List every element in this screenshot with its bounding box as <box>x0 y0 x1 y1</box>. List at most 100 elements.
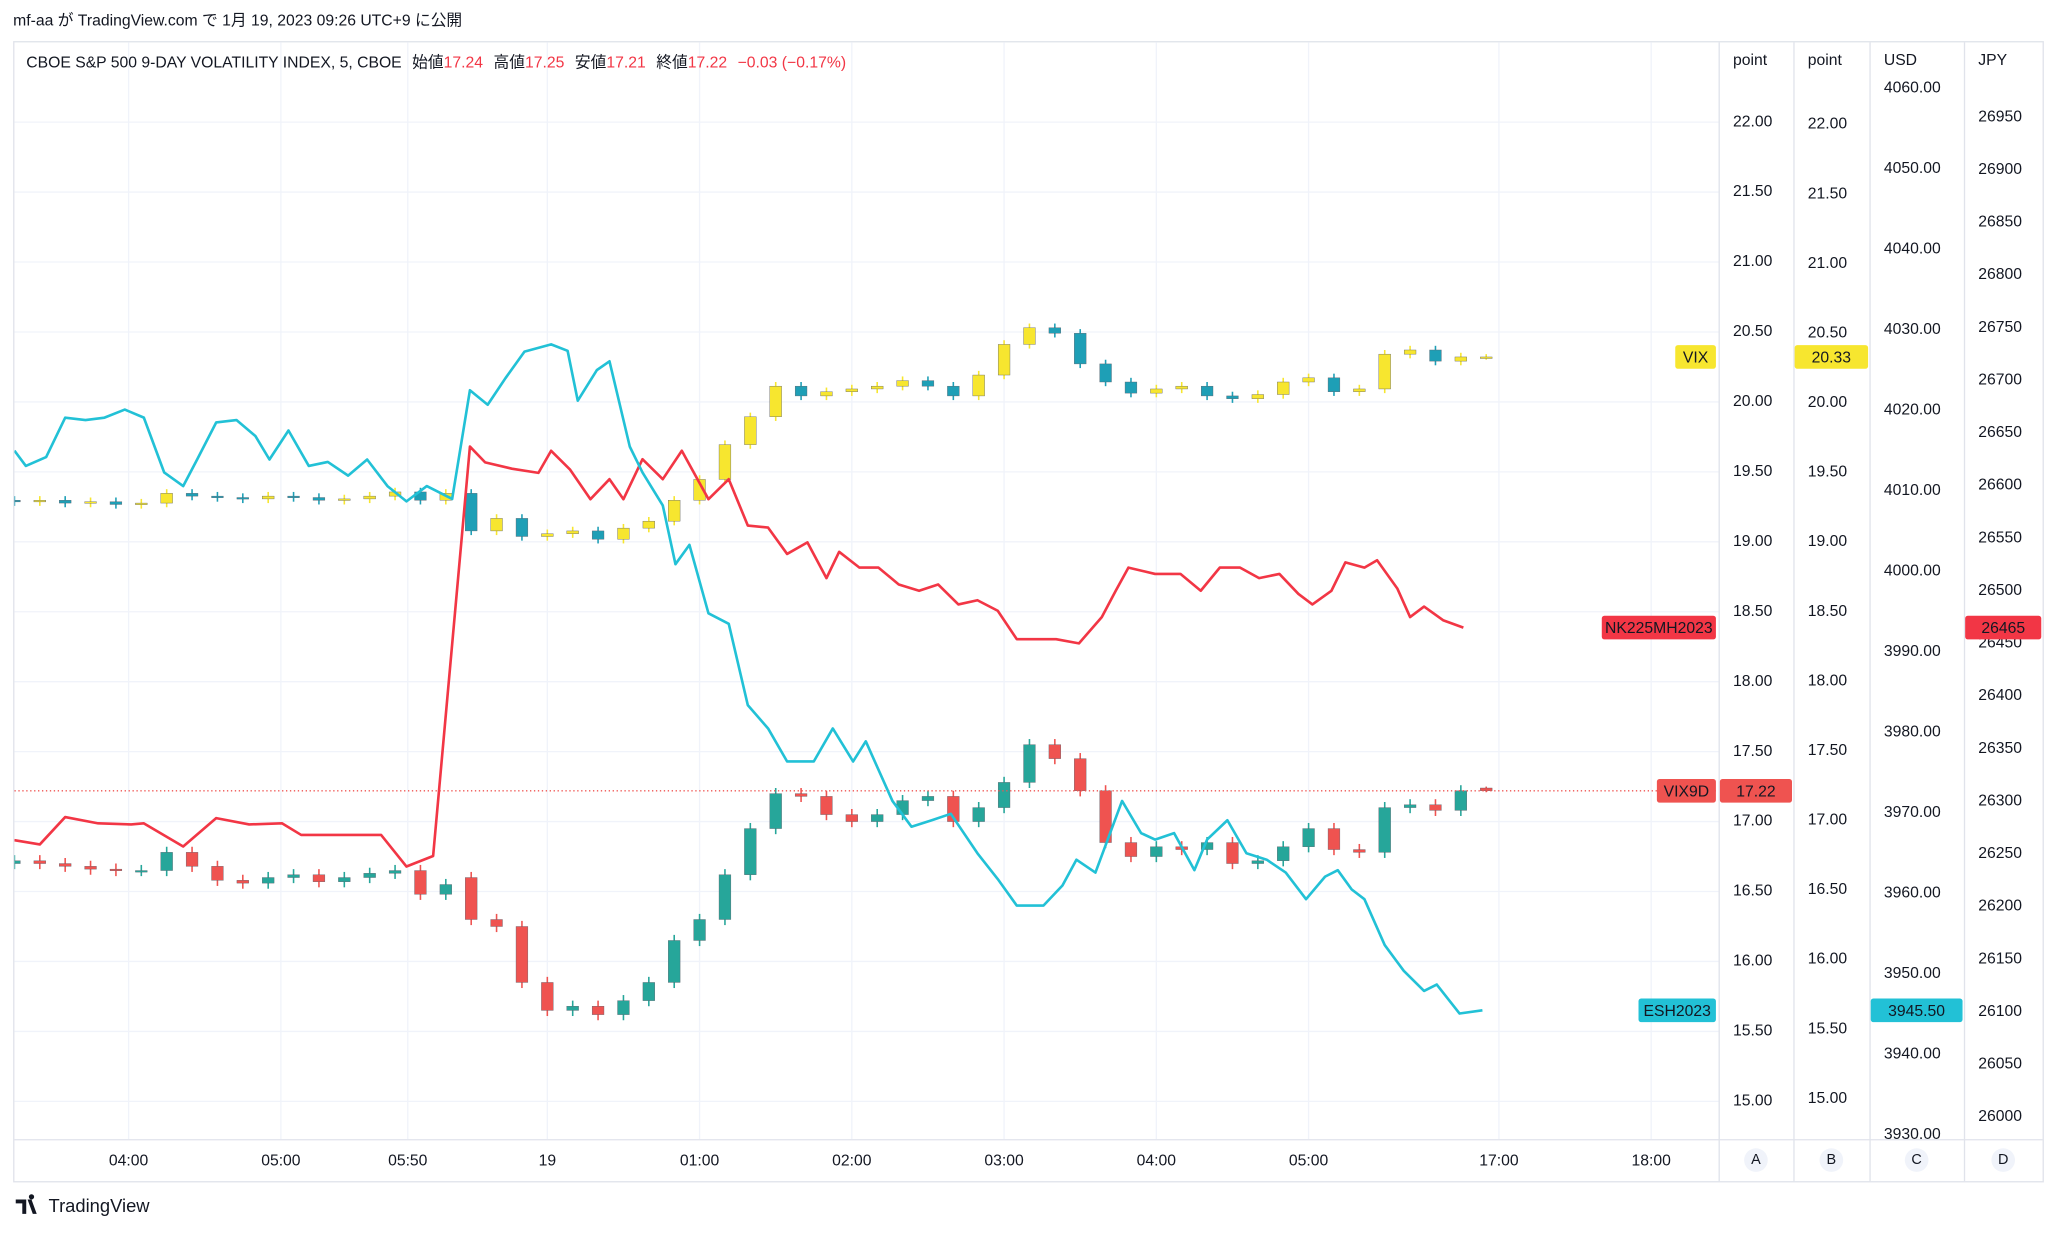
candle-body <box>1480 787 1493 791</box>
candle-body <box>820 796 833 815</box>
candle-body <box>312 497 326 501</box>
axis-unit: point <box>1733 52 1768 69</box>
candle-body <box>1480 356 1493 359</box>
candle-body <box>262 877 275 884</box>
candle-body <box>617 1000 630 1015</box>
y-tick-label: 3980.00 <box>1884 724 1941 741</box>
candle-body <box>84 866 97 870</box>
candle-body <box>211 495 224 498</box>
ohlc-value: 17.21 <box>606 55 645 72</box>
candle-body <box>388 870 402 874</box>
plot-area <box>14 323 1719 1021</box>
axis-letter-badge <box>1991 1148 2016 1172</box>
candle-series <box>14 323 1493 544</box>
publisher-line: mf-aa が TradingView.com で 1月 19, 2023 09… <box>13 12 462 30</box>
ohlc-value: 17.25 <box>525 55 565 72</box>
candle-body <box>287 495 300 498</box>
series-tag: NK225MH2023 <box>1605 620 1713 637</box>
price-tag-bg <box>1719 778 1793 803</box>
y-tick-label: 26550 <box>1978 529 2022 546</box>
candle-body <box>972 374 985 397</box>
candle-body <box>109 868 123 871</box>
candle-body <box>1277 381 1290 395</box>
candle-body <box>1200 385 1214 397</box>
candle-body <box>59 863 72 867</box>
price-tag: 26465 <box>1981 620 2025 637</box>
candle-body <box>1150 846 1163 857</box>
candle-body <box>769 793 782 829</box>
candle-body <box>1378 807 1391 853</box>
candle-body <box>84 501 97 504</box>
candle-body <box>820 391 833 397</box>
y-tick-label: 26250 <box>1978 845 2022 862</box>
candle-body <box>490 919 503 927</box>
y-tick-label: 4000.00 <box>1884 563 1941 580</box>
series-tag-bg <box>1675 345 1716 369</box>
chart-title: CBOE S&P 500 9-DAY VOLATILITY INDEX, 5, … <box>26 55 401 72</box>
chart-header: CBOE S&P 500 9-DAY VOLATILITY INDEX, 5, … <box>26 54 846 72</box>
x-tick-label: 04:00 <box>109 1153 149 1170</box>
candle-body <box>947 796 960 822</box>
y-tick-label: 16.00 <box>1733 953 1773 970</box>
x-tick-label: 18:00 <box>1631 1153 1671 1170</box>
candle-body <box>668 940 681 983</box>
brand-name: TradingView <box>49 1195 151 1216</box>
candle-body <box>1429 804 1442 811</box>
y-tick-label: 17.50 <box>1808 742 1848 759</box>
series-tag: VIX <box>1683 349 1709 366</box>
y-tick-label: 26000 <box>1978 1108 2022 1125</box>
candle-body <box>338 498 351 501</box>
candle-body <box>1378 353 1391 390</box>
candle-body <box>591 1006 605 1015</box>
y-tick-label: 26700 <box>1978 371 2022 388</box>
line-series <box>14 343 1483 1015</box>
candle-body <box>1277 846 1290 861</box>
y-tick-label: 17.50 <box>1733 743 1773 760</box>
ohlc-name: 安値 <box>575 54 607 72</box>
candle-body <box>1074 333 1087 365</box>
y-tick-label: 26200 <box>1978 898 2022 915</box>
y-tick-label: 15.50 <box>1808 1020 1848 1037</box>
candle-body <box>1099 363 1112 383</box>
candle-body <box>1023 327 1036 345</box>
candle-body <box>947 385 960 397</box>
series-tag: ESH2023 <box>1644 1003 1712 1020</box>
y-tick-label: 22.00 <box>1733 113 1773 130</box>
candle-body <box>236 497 249 500</box>
y-tick-label: 26300 <box>1978 792 2022 809</box>
candle-body <box>972 807 985 822</box>
candle-body <box>363 873 376 878</box>
y-tick-label: 26050 <box>1978 1056 2022 1073</box>
y-tick-label: 16.50 <box>1733 883 1773 900</box>
y-tick-label: 4060.00 <box>1884 79 1941 96</box>
candle-body <box>515 926 529 983</box>
y-tick-label: 18.00 <box>1808 672 1848 689</box>
brand-logo: TradingView <box>15 1194 151 1216</box>
candle-body <box>617 527 630 540</box>
x-tick-label: 04:00 <box>1137 1153 1177 1170</box>
candle-body <box>1429 349 1442 362</box>
y-tick-label: 26650 <box>1978 424 2022 441</box>
axis-letter: C <box>1911 1152 1921 1168</box>
price-tag: 20.33 <box>1812 349 1852 366</box>
axis-unit: point <box>1808 52 1843 69</box>
y-tick-label: 4020.00 <box>1884 402 1941 419</box>
y-tick-label: 3990.00 <box>1884 643 1941 660</box>
candle-body <box>160 493 173 504</box>
y-tick-label: 20.50 <box>1733 323 1773 340</box>
candle-body <box>59 500 72 504</box>
candle-body <box>33 500 46 503</box>
candle-body <box>185 852 199 867</box>
y-tick-label: 26600 <box>1978 477 2022 494</box>
candle-body <box>1226 842 1239 864</box>
y-tick-label: 21.00 <box>1733 253 1773 270</box>
y-tick-label: 3960.00 <box>1884 885 1941 902</box>
candle-body <box>1302 828 1315 847</box>
x-tick-label: 17:00 <box>1479 1153 1519 1170</box>
ohlc-value: 17.24 <box>444 55 484 72</box>
ohlc-name: 始値 <box>412 54 444 72</box>
price-tag: 17.22 <box>1736 783 1775 800</box>
candle-body <box>871 385 884 390</box>
series-tag-bg <box>1601 615 1716 640</box>
